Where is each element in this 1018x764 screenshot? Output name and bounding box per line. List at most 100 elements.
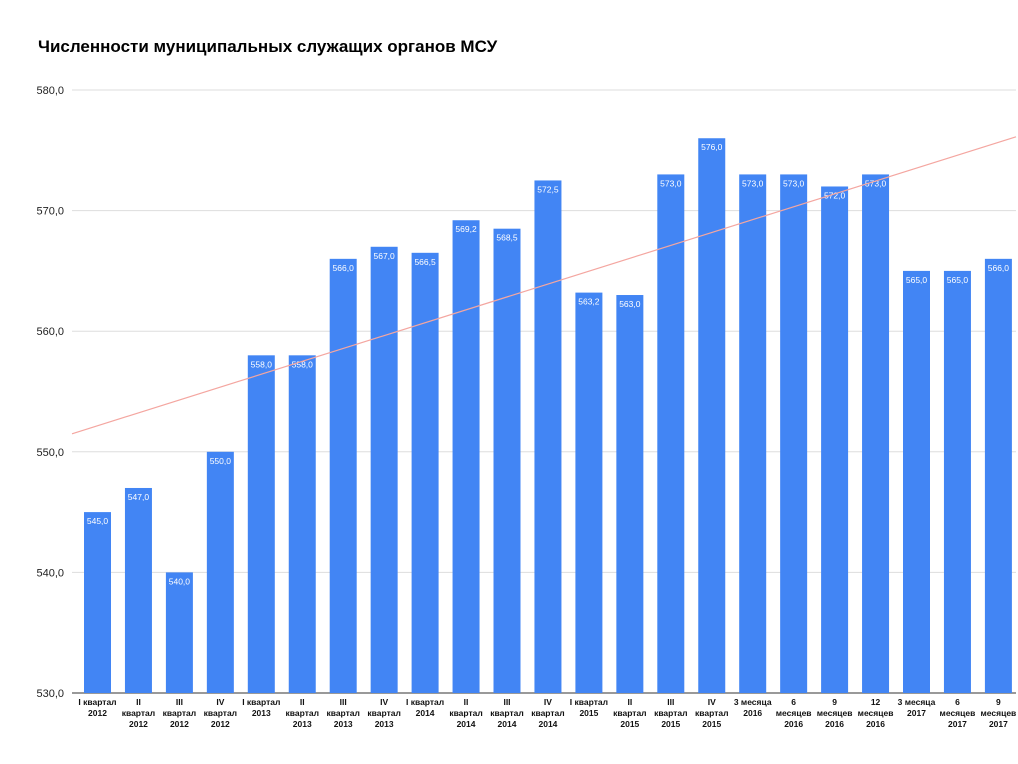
x-tick-label: месяцев <box>858 708 894 718</box>
x-tick-label: II <box>300 697 305 707</box>
data-label: 568,5 <box>496 233 518 243</box>
data-label: 558,0 <box>292 359 314 369</box>
x-tick-label: 2016 <box>784 719 803 729</box>
bar <box>616 295 644 693</box>
bar <box>452 220 480 694</box>
x-tick-label: III <box>667 697 674 707</box>
data-label: 540,0 <box>169 576 191 586</box>
y-tick-label: 550,0 <box>36 447 64 459</box>
y-tick-label: 530,0 <box>36 688 64 700</box>
x-tick-label: 2013 <box>252 708 271 718</box>
x-tick-label: квартал <box>122 708 155 718</box>
bar <box>493 228 521 693</box>
x-tick-label: 2012 <box>170 719 189 729</box>
x-tick-label: 3 месяца <box>898 697 936 707</box>
x-tick-label: квартал <box>613 708 646 718</box>
data-label: 563,2 <box>578 297 600 307</box>
y-tick-label: 540,0 <box>36 567 64 579</box>
data-label: 573,0 <box>660 178 682 188</box>
x-tick-label: 2012 <box>211 719 230 729</box>
x-tick-label: 2015 <box>702 719 721 729</box>
y-tick-label: 560,0 <box>36 326 64 338</box>
bar <box>84 512 111 693</box>
x-tick-label: II <box>136 697 141 707</box>
x-tick-label: месяцев <box>817 708 853 718</box>
x-tick-label: 2017 <box>907 708 926 718</box>
x-tick-label: III <box>340 697 347 707</box>
bar <box>698 138 726 694</box>
x-tick-label: IV <box>544 697 552 707</box>
bar <box>370 246 398 693</box>
bar <box>124 487 152 693</box>
bar <box>739 174 767 694</box>
x-tick-label: квартал <box>163 708 196 718</box>
x-tick-label: III <box>176 697 183 707</box>
data-label: 566,0 <box>333 263 355 273</box>
x-tick-label: квартал <box>286 708 319 718</box>
x-tick-label: 2015 <box>579 708 598 718</box>
x-tick-label: II <box>627 697 632 707</box>
bar <box>984 258 1012 693</box>
bar <box>575 292 603 693</box>
y-tick-label: 580,0 <box>36 85 64 97</box>
x-tick-label: 12 <box>871 697 881 707</box>
x-tick-label: квартал <box>449 708 482 718</box>
x-tick-label: 2015 <box>620 719 639 729</box>
data-label: 573,0 <box>783 178 805 188</box>
data-label: 547,0 <box>128 492 150 502</box>
x-tick-label: 2013 <box>375 719 394 729</box>
x-tick-label: 6 <box>791 697 796 707</box>
x-tick-label: квартал <box>326 708 359 718</box>
data-label: 576,0 <box>701 142 723 152</box>
bar <box>862 174 890 694</box>
x-tick-label: квартал <box>654 708 687 718</box>
x-tick-label: квартал <box>490 708 523 718</box>
data-label: 565,0 <box>947 275 969 285</box>
trendline <box>71 136 1017 435</box>
x-tick-label: 9 <box>832 697 837 707</box>
x-tick-label: IV <box>380 697 388 707</box>
data-label: 563,0 <box>619 299 641 309</box>
bar <box>411 252 439 693</box>
bar <box>821 186 849 694</box>
bar <box>534 180 562 693</box>
x-tick-label: 2014 <box>538 719 557 729</box>
data-label: 545,0 <box>87 516 109 526</box>
x-tick-label: I квартал <box>242 697 280 707</box>
data-label: 572,5 <box>537 184 559 194</box>
data-label: 566,0 <box>988 263 1010 273</box>
x-tick-label: квартал <box>204 708 237 718</box>
x-tick-label: 2016 <box>866 719 885 729</box>
x-tick-label: III <box>503 697 510 707</box>
x-tick-label: II <box>464 697 469 707</box>
x-tick-label: 2014 <box>416 708 435 718</box>
x-tick-label: квартал <box>695 708 728 718</box>
x-tick-label: месяцев <box>940 708 976 718</box>
data-label: 566,5 <box>414 257 436 267</box>
bar <box>657 174 685 694</box>
x-tick-label: 2017 <box>989 719 1008 729</box>
x-tick-label: 2015 <box>661 719 680 729</box>
x-tick-label: месяцев <box>981 708 1017 718</box>
data-label: 573,0 <box>865 178 887 188</box>
x-tick-label: квартал <box>367 708 400 718</box>
x-tick-label: 3 месяца <box>734 697 772 707</box>
x-tick-label: 2012 <box>88 708 107 718</box>
bar <box>780 174 808 694</box>
bar <box>903 270 930 693</box>
bar <box>943 270 971 693</box>
bar <box>165 572 193 693</box>
bar <box>329 258 357 693</box>
data-label: 569,2 <box>455 224 477 234</box>
y-tick-label: 570,0 <box>36 206 64 218</box>
x-tick-label: 2014 <box>498 719 517 729</box>
x-tick-label: 2014 <box>457 719 476 729</box>
x-tick-label: месяцев <box>776 708 812 718</box>
chart-title: Численности муниципальных служащих орган… <box>38 37 498 56</box>
bar <box>206 451 234 693</box>
bar <box>288 355 316 693</box>
data-label: 558,0 <box>251 359 273 369</box>
x-tick-label: IV <box>708 697 716 707</box>
x-tick-label: 2013 <box>334 719 353 729</box>
